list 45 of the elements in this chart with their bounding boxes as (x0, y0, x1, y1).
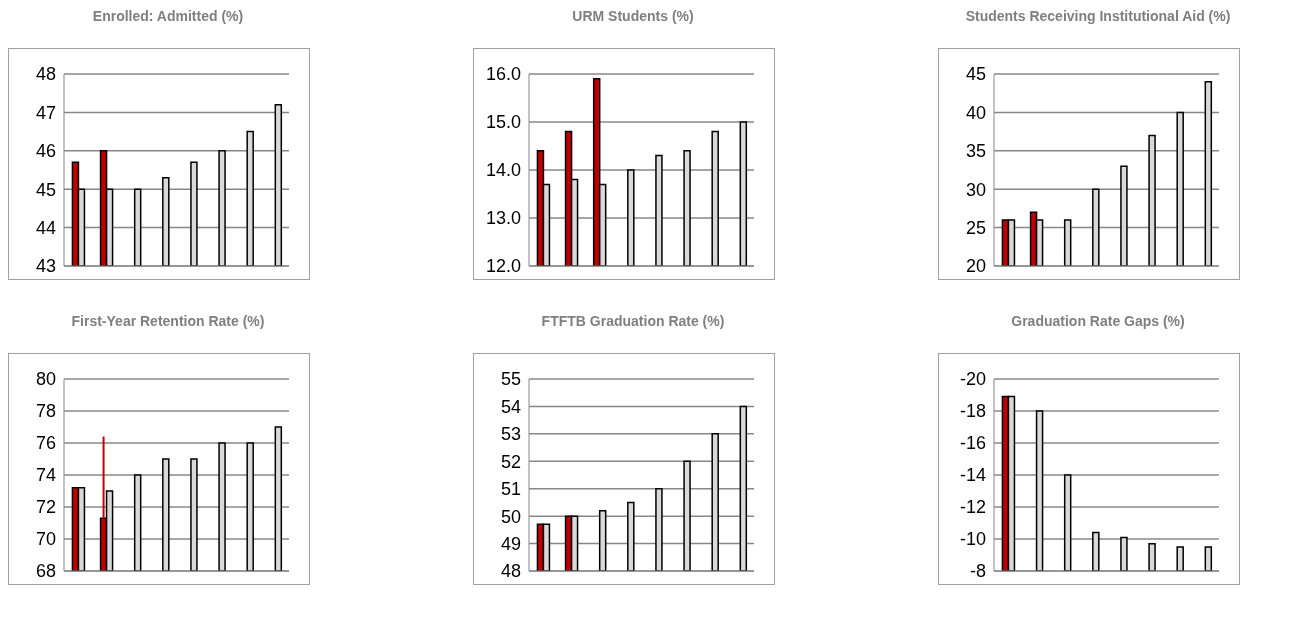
y-tick-label: -20 (959, 369, 986, 390)
y-tick-label: 53 (500, 424, 521, 445)
y-tick-label: 47 (35, 102, 56, 123)
y-tick-label: 35 (965, 141, 986, 162)
chart-title: Graduation Rate Gaps (%) (1010, 313, 1186, 331)
y-tick-label: 74 (35, 465, 56, 486)
y-tick-label: 49 (500, 533, 521, 554)
y-tick-label: 16.0 (485, 64, 521, 85)
y-tick-label: 20 (965, 256, 986, 277)
chart-title: Enrolled: Admitted (%) (91, 8, 245, 26)
chart-title: FTFTB Graduation Rate (%) (540, 313, 726, 331)
y-tick-label: 25 (965, 217, 986, 238)
y-tick-label: 76 (35, 433, 56, 454)
y-tick-label: 15.0 (485, 112, 521, 133)
y-tick-label: 54 (500, 396, 521, 417)
y-tick-label: 80 (35, 369, 56, 390)
y-tick-label: 50 (500, 506, 521, 527)
y-tick-label: 70 (35, 529, 56, 550)
y-tick-label: 45 (965, 64, 986, 85)
y-tick-label: 68 (35, 561, 56, 582)
y-tick-label: 78 (35, 401, 56, 422)
y-tick-label: 46 (35, 141, 56, 162)
y-tick-label: 48 (35, 64, 56, 85)
chart-title: URM Students (%) (571, 8, 695, 26)
y-tick-label: -14 (959, 465, 986, 486)
y-tick-label: -18 (959, 401, 986, 422)
y-tick-label: 40 (965, 102, 986, 123)
y-tick-label: 55 (500, 369, 521, 390)
y-tick-label: 12.0 (485, 256, 521, 277)
y-tick-label: 30 (965, 179, 986, 200)
chart-title: Students Receiving Institutional Aid (%) (964, 8, 1232, 26)
y-tick-label: -16 (959, 433, 986, 454)
y-tick-label: 43 (35, 256, 56, 277)
y-tick-label: -10 (959, 529, 986, 550)
y-tick-label: 13.0 (485, 208, 521, 229)
y-tick-label: 44 (35, 217, 56, 238)
y-tick-label: 45 (35, 179, 56, 200)
chart-title: First-Year Retention Rate (%) (70, 313, 266, 331)
y-tick-label: 48 (500, 561, 521, 582)
y-tick-label: 14.0 (485, 160, 521, 181)
y-tick-label: -12 (959, 497, 986, 518)
y-tick-label: 51 (500, 479, 521, 500)
y-tick-label: 52 (500, 451, 521, 472)
y-tick-label: -8 (969, 561, 986, 582)
y-tick-label: 72 (35, 497, 56, 518)
